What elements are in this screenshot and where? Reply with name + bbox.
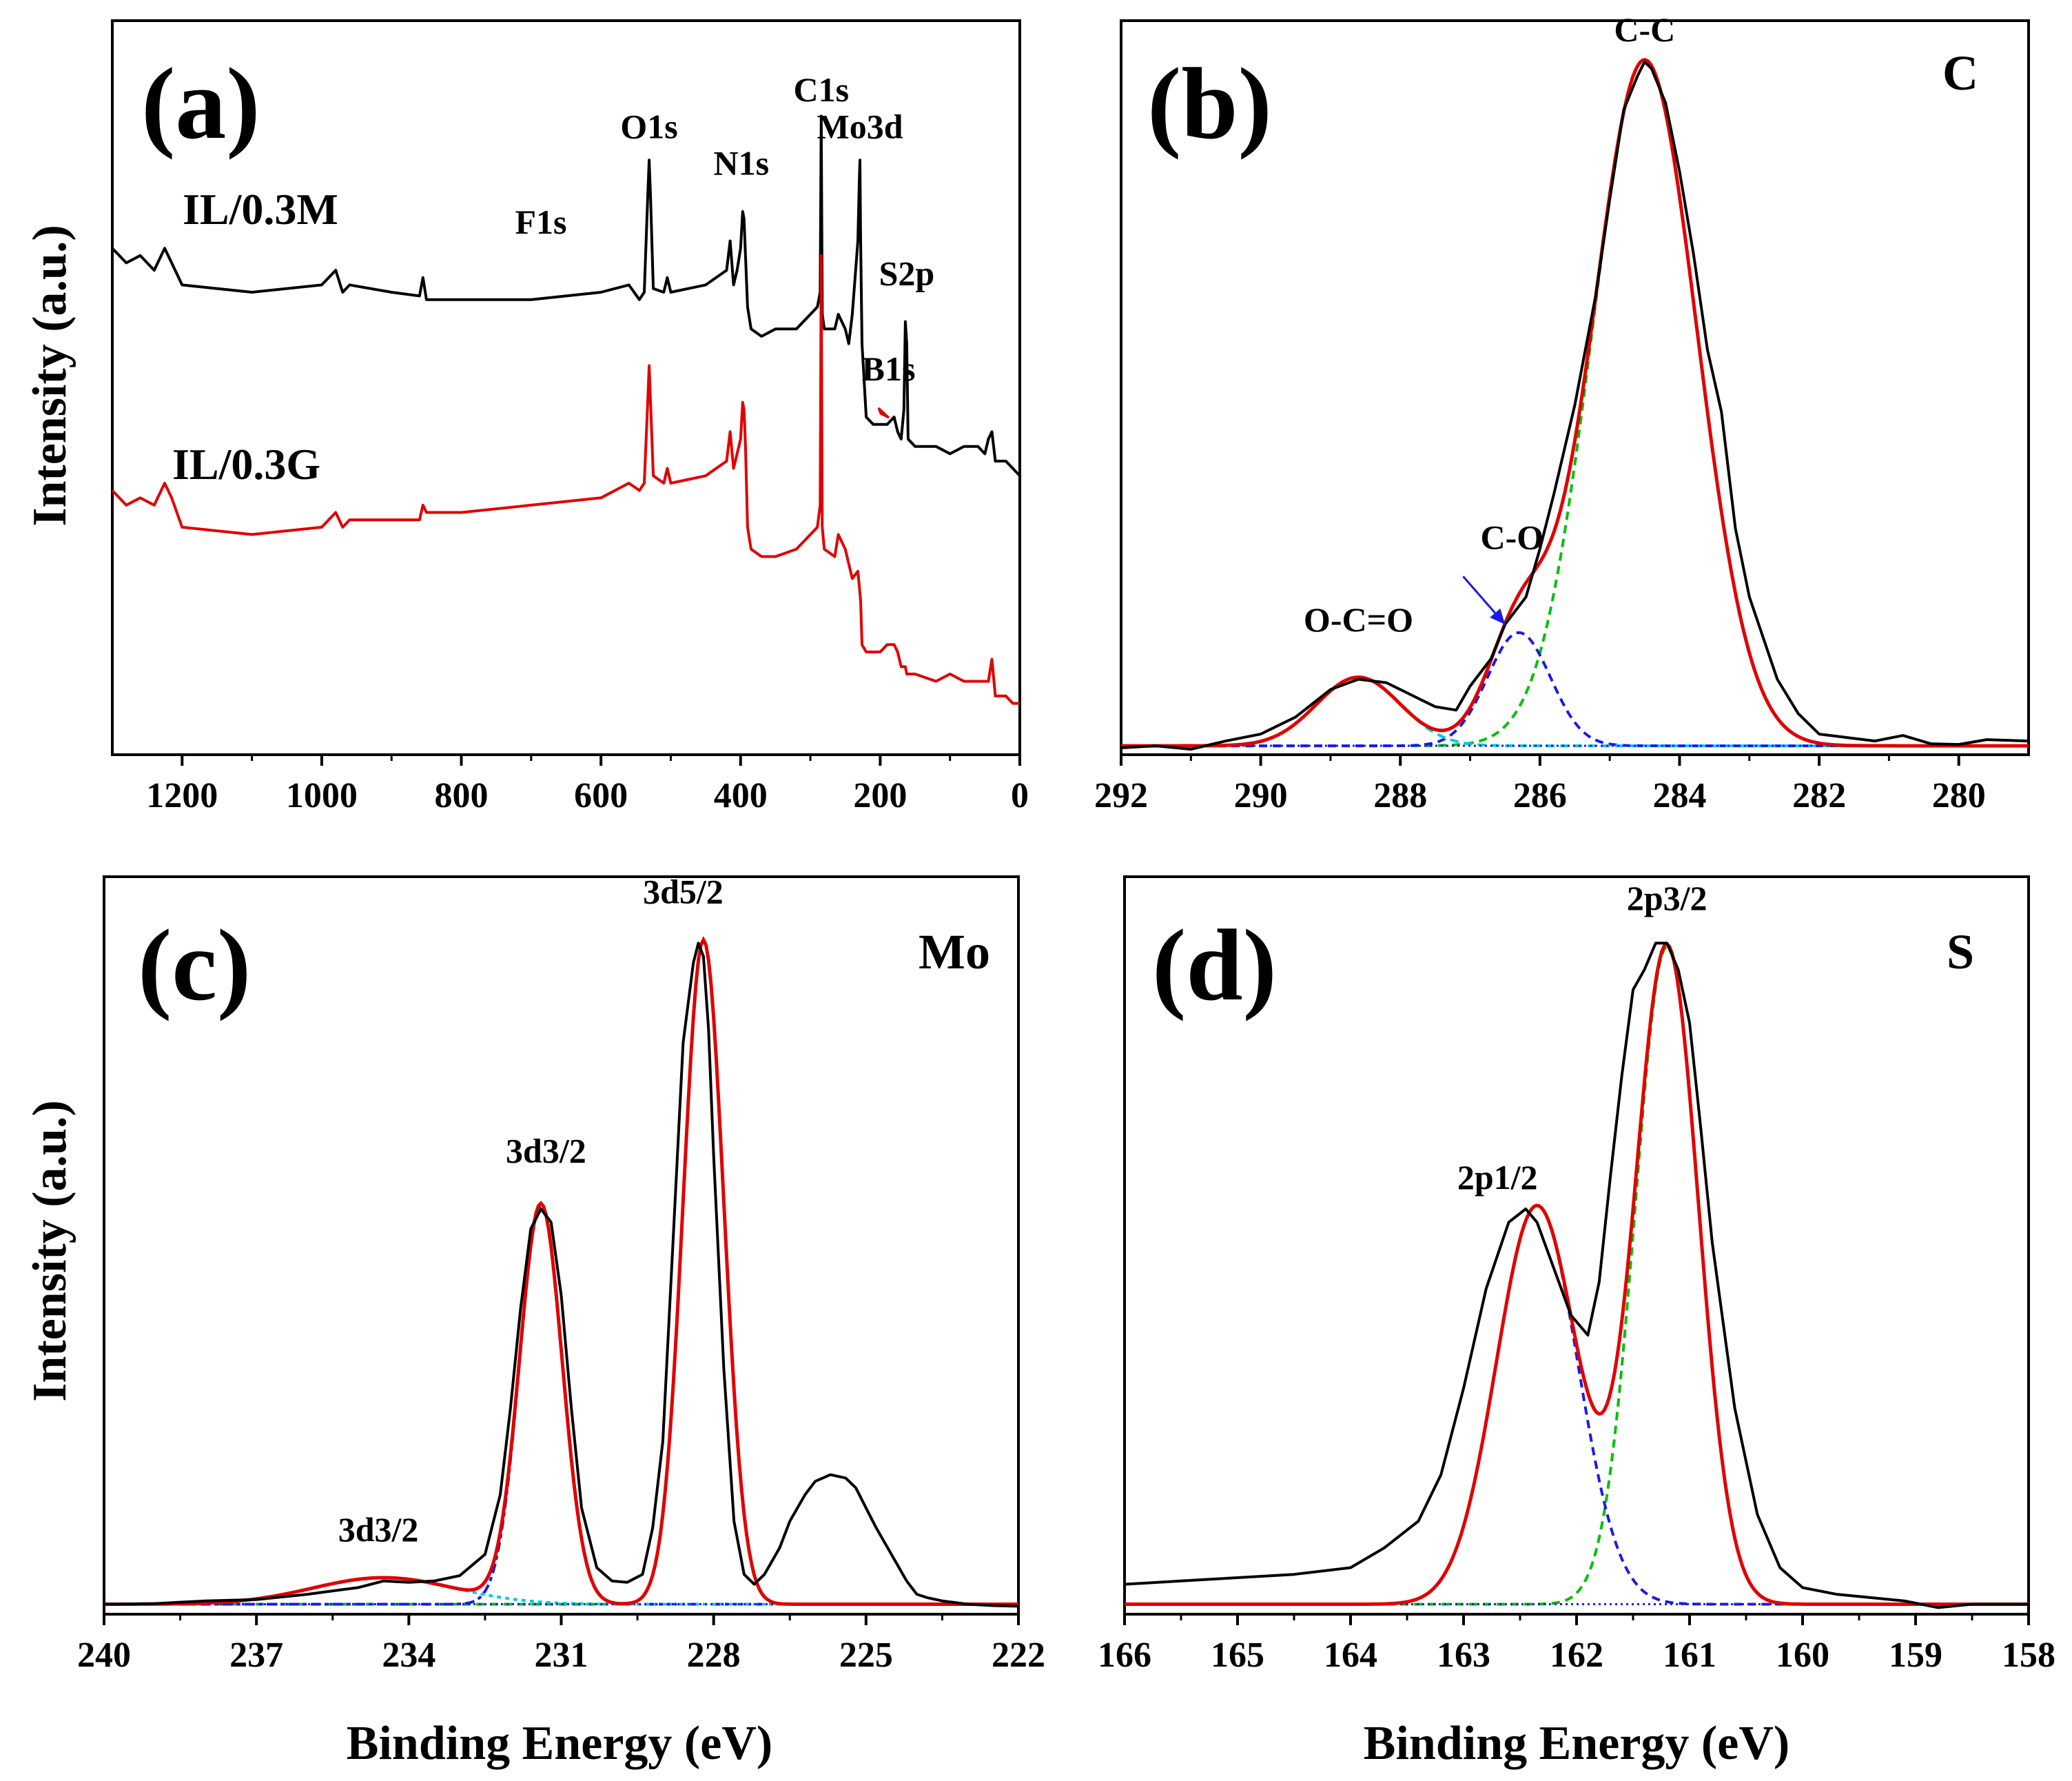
x-tick-label-d-163: 163 xyxy=(1437,1636,1490,1675)
panel-b-carbon: 292 290 288 286 284 282 280 (b) C C-C C-O O-C=O xyxy=(1094,10,2030,815)
x-tick-label-c-225: 225 xyxy=(839,1636,893,1675)
x-tick-label-d-164: 164 xyxy=(1324,1636,1377,1675)
x-tick-label-b-286: 286 xyxy=(1513,776,1567,815)
sample-label-il-03m: IL/0.3M xyxy=(183,185,338,234)
x-tick-label-c-231: 231 xyxy=(535,1636,588,1675)
sample-label-il-03g: IL/0.3G xyxy=(172,440,320,489)
x-tick-label-a-800: 800 xyxy=(435,776,489,815)
x-tick-label-a-400: 400 xyxy=(714,776,768,815)
peak-label-a-3: C1s xyxy=(793,70,849,109)
fit-component-d-0 xyxy=(1125,944,2029,1606)
peak-label-a-1: O1s xyxy=(620,107,677,145)
series-b-experimental xyxy=(1120,60,2029,751)
series-c-experimental xyxy=(103,942,1019,1608)
x-tick-label-b-292: 292 xyxy=(1094,776,1148,815)
fit-component-c-0 xyxy=(104,937,1018,1606)
panel-a-label: (a) xyxy=(141,48,260,161)
x-tick-label-b-288: 288 xyxy=(1373,776,1427,815)
panel-c-label: (c) xyxy=(138,909,251,1022)
peak-label-d-0: 2p3/2 xyxy=(1627,879,1707,917)
panel-a-survey: 1200 1000 800 600 400 200 0 (a) IL/0.3M IL/0.3… xyxy=(111,19,1029,815)
peak-label-a-2: N1s xyxy=(713,144,769,183)
x-tick-label-c-234: 234 xyxy=(382,1636,435,1675)
x-axis-label-right: Binding Energy (eV) xyxy=(1364,1717,1789,1770)
b1s-marker-arrow xyxy=(877,407,890,419)
x-tick-label-a-200: 200 xyxy=(853,776,907,815)
fit-component-b-1 xyxy=(1121,631,2029,748)
panel-d-element-label: S xyxy=(1947,924,1974,979)
x-tick-label-c-228: 228 xyxy=(687,1636,741,1675)
series-a-il-0-3g xyxy=(111,254,1020,705)
fit-envelope-d xyxy=(1125,942,2029,1606)
peak-label-c-2: 3d3/2 xyxy=(338,1510,419,1549)
series-d-experimental xyxy=(1124,942,2029,1609)
peak-label-a-4: Mo3d xyxy=(817,107,903,145)
y-axis-label-bottom: Intensity (a.u.) xyxy=(23,1100,76,1402)
panel-b-frame xyxy=(1120,19,2030,756)
panel-d-sulfur: 166 165 164 163 162 161 160 159 158 (d) S 2p3/2 2… xyxy=(1098,875,2055,1675)
fit-envelope-b xyxy=(1121,58,2029,748)
peak-label-b-1: C-O xyxy=(1480,518,1543,556)
x-tick-label-d-165: 165 xyxy=(1211,1636,1264,1675)
fit-component-d-1 xyxy=(1125,1204,2029,1606)
peak-label-a-6: B1s xyxy=(862,349,916,388)
x-tick-label-d-159: 159 xyxy=(1889,1636,1942,1675)
x-tick-label-d-160: 160 xyxy=(1776,1636,1829,1675)
peak-label-d-1: 2p1/2 xyxy=(1457,1158,1538,1197)
peak-label-b-0: C-C xyxy=(1614,10,1675,49)
series-a-il-0-3m xyxy=(111,114,1021,477)
x-tick-label-d-161: 161 xyxy=(1663,1636,1716,1675)
panel-c-element-label: Mo xyxy=(919,924,990,979)
x-tick-label-a-0: 0 xyxy=(1011,776,1029,815)
x-tick-label-d-166: 166 xyxy=(1098,1636,1151,1675)
peak-label-c-0: 3d5/2 xyxy=(643,873,724,911)
peak-label-b-2: O-C=O xyxy=(1304,600,1413,639)
x-tick-label-b-282: 282 xyxy=(1792,776,1846,815)
c-o-pointer-arrowhead xyxy=(1490,608,1506,624)
panel-d-label: (d) xyxy=(1152,909,1277,1022)
x-tick-label-a-600: 600 xyxy=(574,776,628,815)
x-tick-label-d-162: 162 xyxy=(1550,1636,1603,1675)
panel-a-frame xyxy=(111,19,1021,756)
x-tick-label-b-284: 284 xyxy=(1652,776,1706,815)
panel-b-label: (b) xyxy=(1147,48,1272,161)
fit-envelope-c xyxy=(104,935,1018,1606)
peak-label-c-1: 3d3/2 xyxy=(506,1132,586,1170)
peak-label-a-0: F1s xyxy=(515,203,567,241)
x-tick-label-b-290: 290 xyxy=(1234,776,1288,815)
x-tick-label-d-158: 158 xyxy=(2002,1636,2055,1675)
x-tick-label-c-222: 222 xyxy=(992,1636,1045,1675)
fit-component-c-1 xyxy=(104,1203,1018,1606)
x-tick-label-c-240: 240 xyxy=(77,1636,131,1675)
y-axis-label-top: Intensity (a.u.) xyxy=(23,225,76,527)
x-axis-label-left: Binding Energy (eV) xyxy=(347,1717,772,1770)
x-tick-label-c-237: 237 xyxy=(229,1636,283,1675)
panel-b-element-label: C xyxy=(1942,45,1978,101)
panel-c-molybdenum: 240 237 234 231 228 225 222 (c) Mo 3d5/2 3d3/2 3… xyxy=(77,873,1045,1675)
peak-label-a-5: S2p xyxy=(879,254,935,292)
x-tick-label-b-280: 280 xyxy=(1932,776,1986,815)
x-tick-label-a-1000: 1000 xyxy=(286,776,358,815)
x-tick-label-a-1200: 1200 xyxy=(146,776,218,815)
